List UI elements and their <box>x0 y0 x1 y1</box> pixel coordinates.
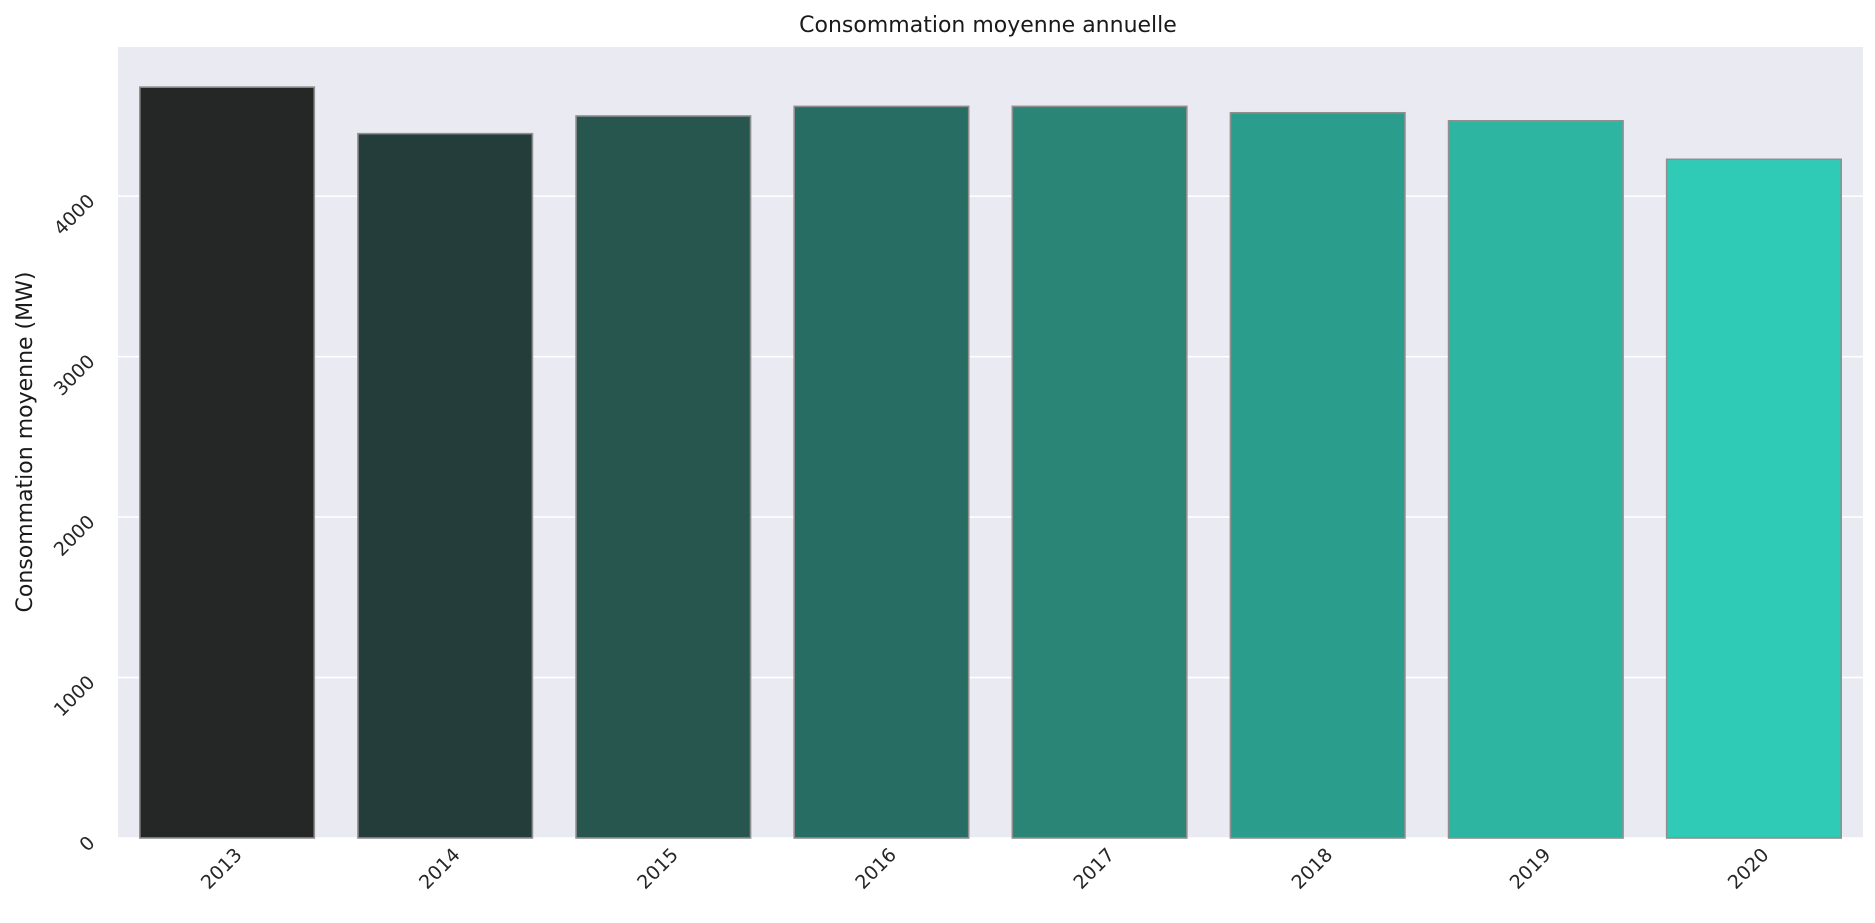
x-tick-label-2013: 2013 <box>197 844 247 894</box>
y-tick-labels: 0 1000 2000 3000 4000 <box>50 190 100 856</box>
x-tick-label-2020: 2020 <box>1724 844 1774 894</box>
x-tick-label-2019: 2019 <box>1506 844 1556 894</box>
x-tick-label-2018: 2018 <box>1287 844 1337 894</box>
bar-2014 <box>357 132 534 839</box>
bar-2015 <box>575 115 752 839</box>
bar-2016 <box>793 105 970 839</box>
chart-title: Consommation moyenne annuelle <box>799 13 1177 38</box>
x-tick-labels: 2013 2014 2015 2016 2017 2018 2019 2020 <box>197 844 1774 894</box>
bars <box>139 86 1842 839</box>
x-tick-label-2015: 2015 <box>633 844 683 894</box>
bar-2019 <box>1447 120 1624 839</box>
x-tick-label-2014: 2014 <box>415 844 465 894</box>
bar-2017 <box>1011 105 1188 839</box>
bar-2020 <box>1665 158 1842 839</box>
bar-2018 <box>1229 111 1406 839</box>
y-tick-label: 0 <box>75 832 99 856</box>
y-tick-label: 1000 <box>50 671 100 721</box>
x-tick-label-2017: 2017 <box>1069 844 1119 894</box>
y-tick-label: 3000 <box>50 351 100 401</box>
y-axis-label: Consommation moyenne (MW) <box>13 272 38 613</box>
x-tick-label-2016: 2016 <box>851 844 901 894</box>
bar-2013 <box>139 86 316 839</box>
y-tick-label: 4000 <box>50 190 100 240</box>
y-tick-label: 2000 <box>50 511 100 561</box>
